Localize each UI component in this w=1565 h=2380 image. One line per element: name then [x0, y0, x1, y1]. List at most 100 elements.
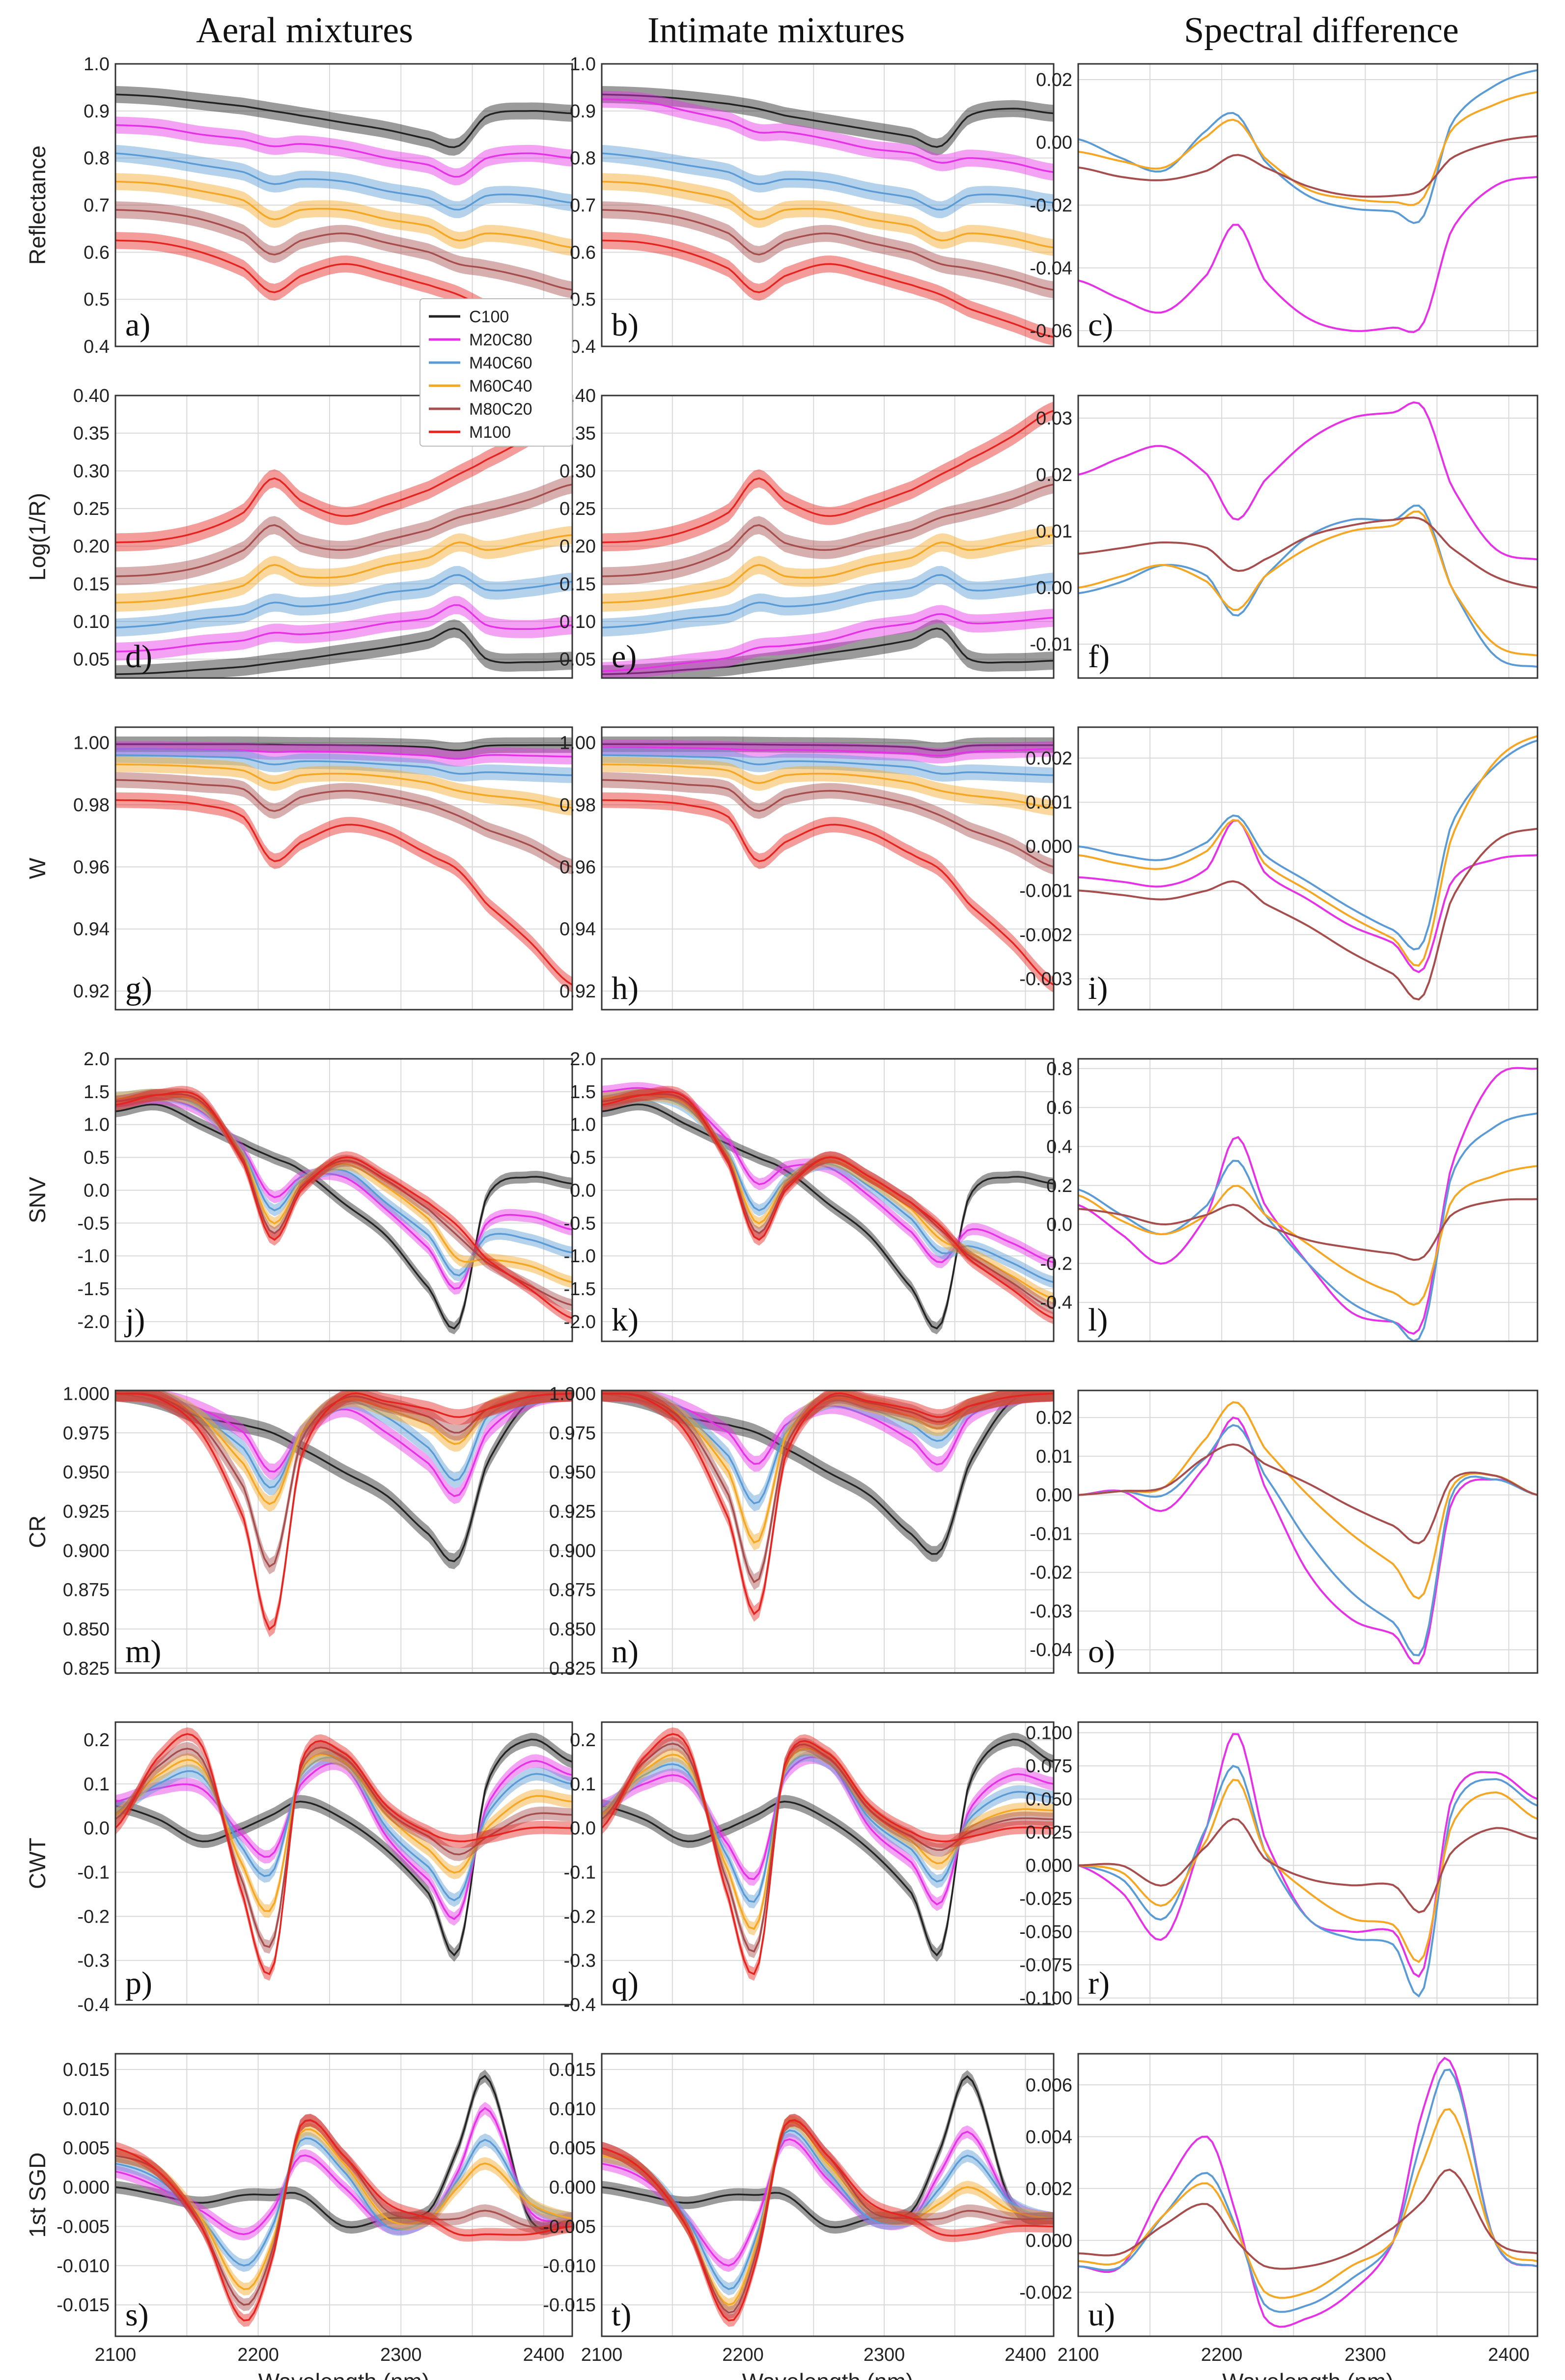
line-m20c80: [1078, 1416, 1537, 1665]
y-tick-label: 0.03: [1036, 408, 1072, 429]
y-tick-label: -0.01: [1030, 634, 1072, 655]
band-m80c20: [602, 475, 1054, 586]
x-tick-label: 2300: [1344, 2345, 1386, 2365]
line-m20c80: [115, 1760, 572, 1920]
panel-label: h): [612, 970, 639, 1006]
y-tick-label: -0.3: [564, 1951, 596, 1971]
band-c100: [115, 86, 572, 156]
y-tick-label: 0.015: [63, 2060, 110, 2080]
legend-label-m60c40: M60C40: [469, 377, 532, 396]
y-tick-label: -2.0: [78, 1312, 110, 1332]
panel-label: n): [612, 1634, 639, 1670]
y-tick-label: -0.4: [78, 1995, 110, 2015]
line-m80c20: [115, 1746, 572, 1948]
panel-label: g): [125, 970, 152, 1006]
band-m80c20: [115, 201, 572, 299]
band-m20c80: [115, 596, 572, 661]
line-m60c40: [115, 180, 572, 249]
line-m60c40: [1078, 735, 1537, 967]
line-m40c60: [1078, 69, 1537, 224]
y-tick-label: -0.01: [1030, 1524, 1072, 1544]
panel-data: [115, 401, 572, 678]
y-tick-label: -0.2: [1040, 1253, 1072, 1274]
line-m60c40: [602, 534, 1054, 604]
line-m20c80: [1078, 176, 1537, 334]
line-m80c20: [1078, 1198, 1537, 1261]
panel-data: [602, 1390, 1054, 1622]
panel-f: 0.03 0.02 0.01 0.00 -0.01 f): [1030, 395, 1538, 679]
band-m60c40: [115, 757, 572, 816]
band-c100: [602, 619, 1054, 678]
y-tick-label: -0.001: [1019, 880, 1072, 901]
line-m100: [602, 1392, 1054, 1615]
y-tick-label: 1.000: [549, 1384, 596, 1404]
band-m60c40: [115, 1390, 572, 1512]
line-c100: [115, 2074, 572, 2230]
line-c100: [602, 627, 1054, 676]
y-tick-label: 0.94: [73, 919, 110, 940]
y-tick-label: 0.6: [570, 242, 596, 263]
panel-frame: [601, 2053, 1055, 2337]
band-m80c20: [602, 201, 1054, 299]
y-tick-label: 0.0: [570, 1180, 596, 1201]
y-tick-label: 0.20: [73, 537, 110, 557]
y-tick-label: -0.4: [564, 1995, 596, 2015]
y-tick-label: -0.2: [78, 1906, 110, 1927]
legend-label-m100: M100: [469, 423, 511, 442]
panel-frame: [1077, 2053, 1538, 2337]
line-m80c20: [1078, 516, 1537, 589]
line-m80c20: [602, 1743, 1054, 1953]
line-m40c60: [602, 1392, 1054, 1504]
y-tick-label: 0.2: [1046, 1176, 1072, 1196]
y-tick-label: 0.001: [1026, 793, 1072, 813]
y-tick-label: 1.0: [84, 54, 110, 75]
line-m20c80: [115, 1097, 572, 1290]
y-tick-label: 0.10: [73, 612, 110, 632]
panel-frame: [1077, 1389, 1538, 1674]
line-m20c80: [602, 1392, 1054, 1466]
y-tick-label: 0.35: [73, 424, 110, 444]
y-tick-label: 0.002: [1026, 2179, 1072, 2199]
band-c100: [115, 736, 572, 759]
x-tick-label: 2400: [523, 2345, 565, 2365]
y-tick-label: 0.850: [63, 1619, 110, 1640]
line-m20c80: [115, 748, 572, 760]
y-tick-label: 0.05: [73, 650, 110, 670]
line-m80c20: [115, 209, 572, 291]
band-m100: [115, 232, 572, 346]
y-tick-label: 0.10: [559, 612, 596, 632]
y-tick-label: 0.925: [63, 1502, 110, 1522]
line-m80c20: [602, 483, 1054, 577]
y-tick-label: 0.94: [559, 919, 596, 940]
y-tick-label: 1.5: [84, 1082, 110, 1103]
line-m40c60: [602, 2129, 1054, 2290]
x-axis-label: Wavelength (nm): [258, 2369, 430, 2380]
panel-label: e): [612, 639, 637, 675]
band-m60c40: [602, 526, 1054, 612]
panel-k: 2.0 1.5 1.0 0.5 0.0 -0.5 -1.0 -1.5 -2.0 k): [564, 1049, 1055, 1342]
y-tick-label: -0.100: [1019, 1988, 1072, 2009]
y-tick-label: 0.5: [570, 289, 596, 310]
y-tick-label: 2.0: [84, 1049, 110, 1070]
band-c100: [602, 2070, 1054, 2234]
y-tick-label: 0.000: [63, 2178, 110, 2198]
y-tick-label: 0.075: [1026, 1756, 1072, 1777]
line-m60c40: [1078, 510, 1537, 656]
y-tick-label: 0.5: [84, 1148, 110, 1168]
y-tick-label: -1.5: [78, 1279, 110, 1300]
panel-data: [1078, 1401, 1537, 1665]
band-m20c80: [115, 741, 572, 767]
y-tick-label: 1.5: [570, 1082, 596, 1103]
panel-data: [115, 1390, 572, 1637]
y-tick-label: 0.8: [1046, 1059, 1072, 1079]
line-m100: [602, 2119, 1054, 2322]
y-tick-label: -0.2: [564, 1906, 596, 1927]
panel-frame: [114, 1389, 573, 1674]
band-m100: [602, 792, 1054, 993]
panel-data: [602, 401, 1054, 678]
y-tick-label: -0.3: [78, 1951, 110, 1971]
line-m40c60: [115, 2137, 572, 2267]
y-tick-label: 0.000: [1026, 2231, 1072, 2251]
band-m40c60: [602, 1390, 1054, 1511]
